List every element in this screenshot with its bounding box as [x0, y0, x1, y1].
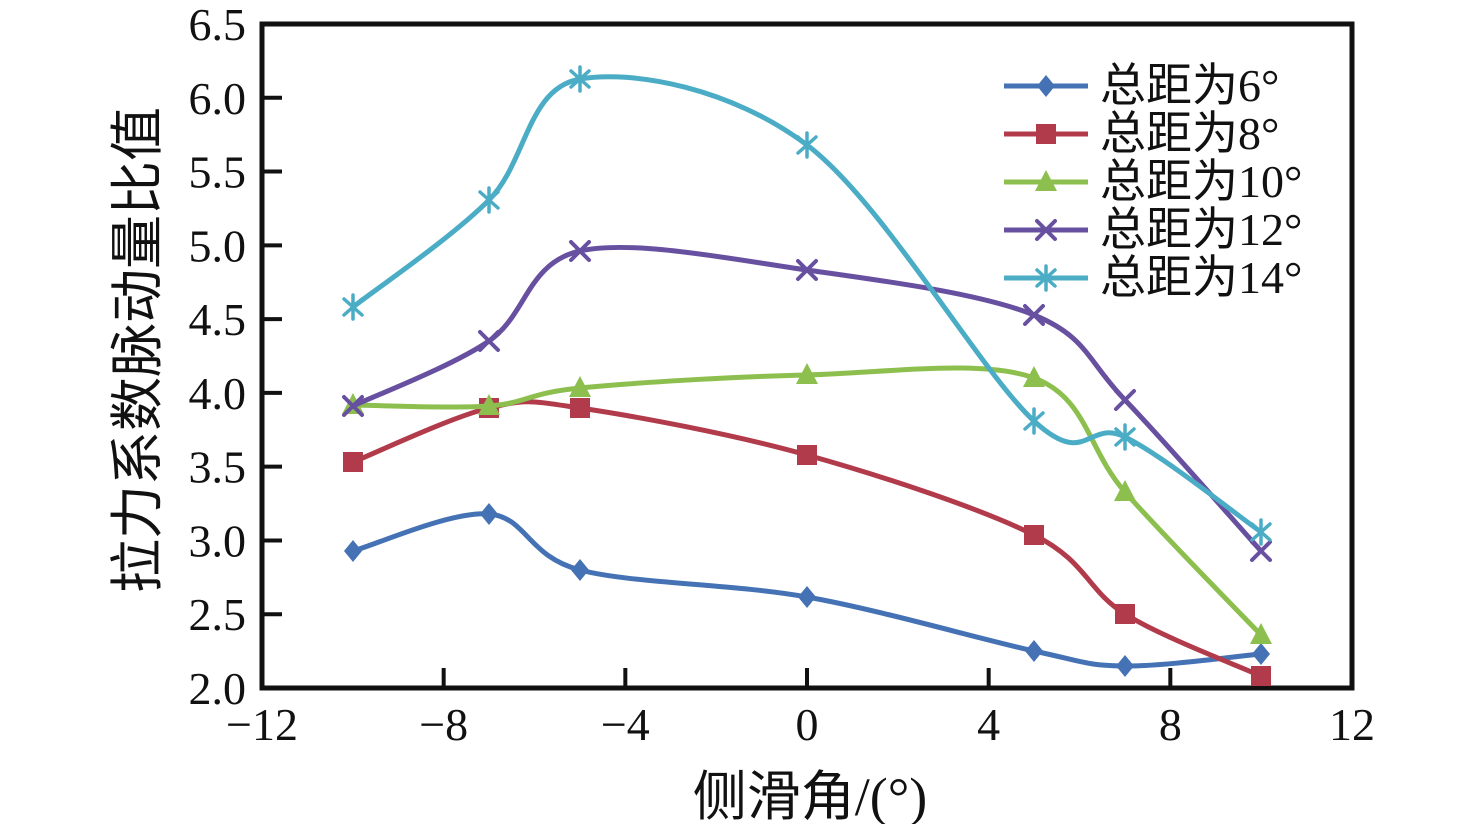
legend-label: 总距为6°: [1100, 60, 1280, 111]
diamond-marker-icon: [1252, 643, 1270, 665]
triangle-marker-icon: [478, 394, 500, 415]
legend-label: 总距为10°: [1100, 156, 1303, 207]
x-tick-label: −12: [226, 699, 298, 750]
asterisk-marker-icon: [342, 293, 364, 321]
legend-marker: [1004, 124, 1088, 144]
x-tick-label: 12: [1329, 699, 1375, 750]
diamond-marker-icon: [344, 540, 362, 562]
square-marker-icon: [1024, 525, 1044, 545]
plot-frame: [259, 21, 1355, 691]
diamond-marker-icon: [1037, 75, 1055, 97]
square-marker-icon: [1036, 124, 1056, 144]
triangle-marker-icon: [569, 376, 591, 397]
y-tick-label: 4.0: [189, 368, 247, 419]
asterisk-marker-icon: [478, 186, 500, 214]
triangle-marker-icon: [1023, 366, 1045, 387]
legend-marker: [1004, 75, 1088, 97]
y-tick-label: 5.0: [189, 220, 247, 271]
y-axis-title: 拉力系数脉动量比值: [108, 107, 168, 593]
asterisk-marker-icon: [1250, 518, 1272, 546]
asterisk-marker-icon: [569, 65, 591, 93]
y-tick-label: 3.5: [189, 442, 247, 493]
x-marker-icon: [1250, 540, 1272, 562]
y-tick-label: 3.0: [189, 515, 247, 566]
diamond-marker-icon: [1025, 640, 1043, 662]
x-marker-icon: [796, 259, 818, 281]
diamond-marker-icon: [480, 503, 498, 525]
triangle-marker-icon: [1035, 170, 1057, 191]
square-marker-icon: [570, 398, 590, 418]
legend-item: 总距为10°: [1002, 158, 1302, 206]
x-axis: −12 −8 −4 0 4 8 12: [226, 668, 1375, 750]
legend-item: 总距为12°: [1002, 206, 1302, 254]
y-tick-label: 2.0: [189, 663, 247, 714]
series-0: [344, 503, 1270, 677]
legend-label: 总距为8°: [1100, 108, 1280, 159]
x-marker-icon: [1035, 219, 1057, 241]
legend-marker: [1004, 170, 1088, 191]
asterisk-marker-icon: [1114, 423, 1136, 451]
x-tick-label: 0: [796, 699, 819, 750]
y-tick-label: 5.5: [189, 147, 247, 198]
y-tick-label: 6.0: [189, 73, 247, 124]
legend-marker: [1004, 219, 1088, 241]
x-tick-label: 8: [1159, 699, 1182, 750]
diamond-marker-icon: [1116, 655, 1134, 677]
x-marker-icon: [478, 330, 500, 352]
x-marker-icon: [1023, 304, 1045, 326]
legend-item: 总距为8°: [1002, 110, 1302, 158]
legend-label: 总距为12°: [1100, 204, 1303, 255]
square-marker-icon: [1251, 666, 1271, 686]
x-tick-label: −8: [419, 699, 468, 750]
legend-item: 总距为14°: [1002, 254, 1302, 302]
legend: 总距为6° 总距为8° 总距为10° 总距为12° 总距为14°: [1002, 62, 1302, 302]
legend-marker: [1004, 264, 1088, 292]
y-tick-label: 4.5: [189, 294, 247, 345]
triangle-marker-icon: [1250, 623, 1272, 644]
y-axis: 2.0 2.5 3.0 3.5 4.0 4.5 5.0 5.5 6.0 6.5: [189, 0, 282, 714]
y-tick-label: 6.5: [189, 0, 247, 50]
x-marker-icon: [569, 240, 591, 262]
y-tick-label: 2.5: [189, 589, 247, 640]
triangle-marker-icon: [1114, 480, 1136, 501]
x-marker-icon: [1114, 389, 1136, 411]
x-tick-label: −4: [601, 699, 650, 750]
diamond-marker-icon: [571, 559, 589, 581]
square-marker-icon: [797, 445, 817, 465]
triangle-marker-icon: [796, 363, 818, 384]
diamond-marker-icon: [798, 586, 816, 608]
series-4: [342, 65, 1272, 546]
square-marker-icon: [343, 452, 363, 472]
x-tick-label: 4: [977, 699, 1000, 750]
asterisk-marker-icon: [1035, 264, 1057, 292]
legend-item: 总距为6°: [1002, 62, 1302, 110]
legend-label: 总距为14°: [1100, 252, 1303, 303]
asterisk-marker-icon: [1023, 407, 1045, 435]
square-marker-icon: [1115, 604, 1135, 624]
x-marker-icon: [342, 395, 364, 417]
series-3: [342, 240, 1272, 562]
x-axis-title: 侧滑角/(°): [692, 767, 928, 824]
asterisk-marker-icon: [796, 131, 818, 159]
